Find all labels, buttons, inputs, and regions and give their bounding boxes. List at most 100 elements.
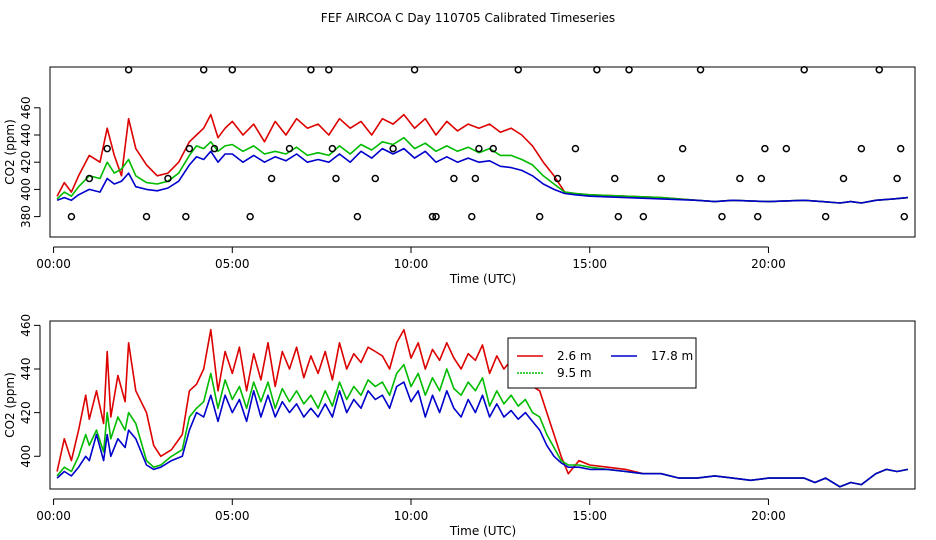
x-tick-label: 00:00 xyxy=(36,509,71,523)
marker-point xyxy=(571,144,580,153)
marker-point xyxy=(900,212,909,221)
marker-point xyxy=(246,212,254,221)
marker-point xyxy=(875,65,884,74)
series-line-17.8m xyxy=(56,147,908,204)
marker-point xyxy=(839,174,848,183)
marker-point xyxy=(471,174,480,183)
top-y-axis: 380 400 420 440 460 xyxy=(19,96,41,228)
marker-point xyxy=(468,212,476,221)
series-line-2.6m xyxy=(56,328,909,488)
marker-point xyxy=(514,65,522,74)
y-tick-label: 440 xyxy=(19,358,33,381)
marker-point xyxy=(696,65,705,74)
marker-point xyxy=(639,212,648,221)
marker-point xyxy=(210,144,219,153)
top-y-axis-label: CO2 (ppm) xyxy=(3,119,17,185)
y-tick-label: 420 xyxy=(19,151,33,174)
marker-point xyxy=(164,174,172,183)
x-tick-label: 05:00 xyxy=(215,257,250,271)
marker-point xyxy=(678,144,687,153)
chart-title: FEF AIRCOA C Day 110705 Calibrated Times… xyxy=(321,11,615,25)
top-x-axis: 00:00 05:00 10:00 15:00 20:00 xyxy=(36,246,786,271)
marker-point xyxy=(85,174,94,183)
bottom-plot-frame xyxy=(49,320,916,490)
y-tick-label: 460 xyxy=(19,314,33,337)
marker-point xyxy=(535,212,544,221)
legend-label-9.5m: 9.5 m xyxy=(557,366,592,380)
legend-box xyxy=(507,337,697,389)
top-x-axis-label: Time (UTC) xyxy=(449,272,516,286)
x-tick-label: 15:00 xyxy=(572,257,607,271)
y-tick-label: 420 xyxy=(19,401,33,424)
x-tick-label: 05:00 xyxy=(215,509,250,523)
marker-point xyxy=(103,144,111,153)
marker-point xyxy=(285,144,294,153)
y-tick-label: 400 xyxy=(19,445,33,468)
marker-point xyxy=(325,65,333,74)
marker-point xyxy=(432,212,440,221)
legend-label-17.8m: 17.8 m xyxy=(651,349,693,363)
marker-point xyxy=(410,65,419,74)
top-series-layer xyxy=(56,113,908,204)
marker-point xyxy=(307,65,315,74)
marker-point xyxy=(450,174,458,183)
x-tick-label: 20:00 xyxy=(751,509,786,523)
marker-point xyxy=(761,144,769,153)
marker-point xyxy=(893,174,901,183)
marker-point xyxy=(593,65,601,74)
marker-point xyxy=(328,144,337,153)
marker-point xyxy=(614,212,623,221)
bottom-x-axis: 00:00 05:00 10:00 15:00 20:00 xyxy=(36,498,786,523)
marker-point xyxy=(332,174,340,183)
marker-point xyxy=(228,65,237,74)
marker-point xyxy=(199,65,208,74)
marker-point xyxy=(371,174,380,183)
top-panel: 00:00 05:00 10:00 15:00 20:00 380 400 420 440 46… xyxy=(3,65,916,286)
x-tick-label: 00:00 xyxy=(36,257,71,271)
bottom-y-axis-label: CO2 (ppm) xyxy=(3,372,17,438)
marker-point xyxy=(757,174,766,183)
bottom-panel: 00:00 05:00 10:00 15:00 20:00 400 420 440 460 T… xyxy=(3,314,916,538)
bottom-x-axis-label: Time (UTC) xyxy=(449,524,516,538)
x-tick-label: 15:00 xyxy=(572,509,607,523)
marker-point xyxy=(142,212,151,221)
bottom-series-layer xyxy=(56,328,909,488)
y-tick-label: 380 xyxy=(19,205,33,228)
series-line-17.8m xyxy=(56,381,909,488)
marker-point xyxy=(67,212,76,221)
marker-point xyxy=(489,144,497,153)
marker-point xyxy=(475,144,483,153)
marker-point xyxy=(718,212,726,221)
marker-point xyxy=(611,174,619,183)
marker-point xyxy=(185,144,194,153)
x-tick-label: 10:00 xyxy=(394,509,429,523)
marker-point xyxy=(267,174,276,183)
series-line-9.5m xyxy=(56,363,909,488)
marker-point xyxy=(124,65,133,74)
x-tick-label: 20:00 xyxy=(751,257,786,271)
series-line-2.6m xyxy=(56,113,908,204)
bottom-y-axis: 400 420 440 460 xyxy=(19,314,41,468)
marker-point xyxy=(657,174,665,183)
marker-point xyxy=(182,212,190,221)
marker-point xyxy=(736,174,744,183)
marker-point xyxy=(857,144,866,153)
marker-point xyxy=(782,144,791,153)
top-marker-layer xyxy=(67,65,909,221)
marker-point xyxy=(821,212,830,221)
marker-point xyxy=(896,144,905,153)
marker-point xyxy=(353,212,362,221)
marker-point xyxy=(753,212,762,221)
marker-point xyxy=(389,144,397,153)
y-tick-label: 400 xyxy=(19,178,33,201)
y-tick-label: 440 xyxy=(19,124,33,147)
legend: 2.6 m 17.8 m 9.5 m xyxy=(507,337,697,389)
top-plot-frame xyxy=(49,66,916,238)
marker-point xyxy=(625,65,633,74)
marker-point xyxy=(553,174,562,183)
y-tick-label: 460 xyxy=(19,96,33,119)
legend-label-2.6m: 2.6 m xyxy=(557,349,592,363)
marker-point xyxy=(800,65,808,74)
x-tick-label: 10:00 xyxy=(394,257,429,271)
